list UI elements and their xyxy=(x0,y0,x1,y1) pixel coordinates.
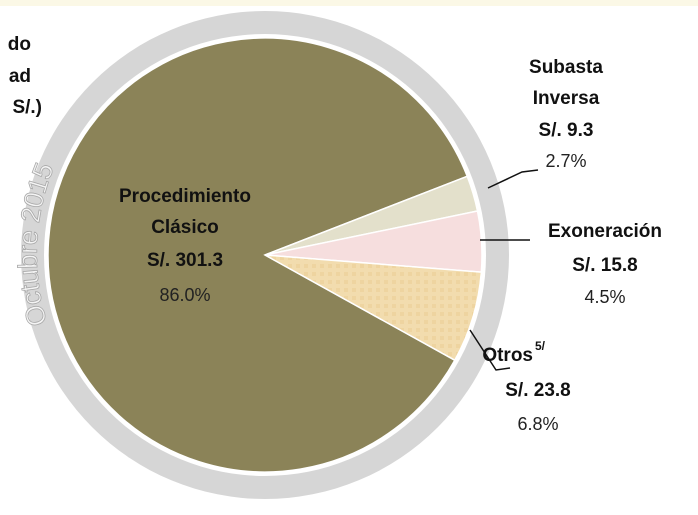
label-otros: Otros 5/ S/. 23.8 6.8% xyxy=(469,329,571,434)
category-label: Procedimiento Clásico xyxy=(119,186,251,238)
title-line: ad xyxy=(9,66,31,87)
title-line: S/.) xyxy=(12,97,42,118)
value-label: S/. 9.3 xyxy=(539,120,594,141)
value-label: S/. 15.8 xyxy=(572,255,638,276)
label-subasta: Subasta Inversa S/. 9.3 2.7% xyxy=(487,57,603,189)
percent-label: 4.5% xyxy=(584,287,625,307)
value-label: S/. 301.3 xyxy=(147,250,223,271)
category-label: Subasta Inversa xyxy=(529,57,603,109)
percent-label: 86.0% xyxy=(159,285,210,305)
label-clasico: Procedimiento Clásico S/. 301.3 86.0% xyxy=(119,186,251,305)
percent-label: 2.7% xyxy=(545,151,586,171)
leader-line xyxy=(469,329,511,371)
pie-slice xyxy=(264,254,483,362)
label-exoneracion: Exoneración S/. 15.8 4.5% xyxy=(480,221,662,307)
percent-label: 6.8% xyxy=(517,414,558,434)
top-band xyxy=(0,0,698,6)
footnote-mark: 5/ xyxy=(535,339,546,353)
category-label: Exoneración xyxy=(548,221,662,242)
category-label: Otros xyxy=(482,345,533,366)
leader-line xyxy=(487,169,539,189)
pie-slice xyxy=(47,37,469,473)
title-line: do xyxy=(8,34,31,55)
value-label: S/. 23.8 xyxy=(505,380,571,401)
